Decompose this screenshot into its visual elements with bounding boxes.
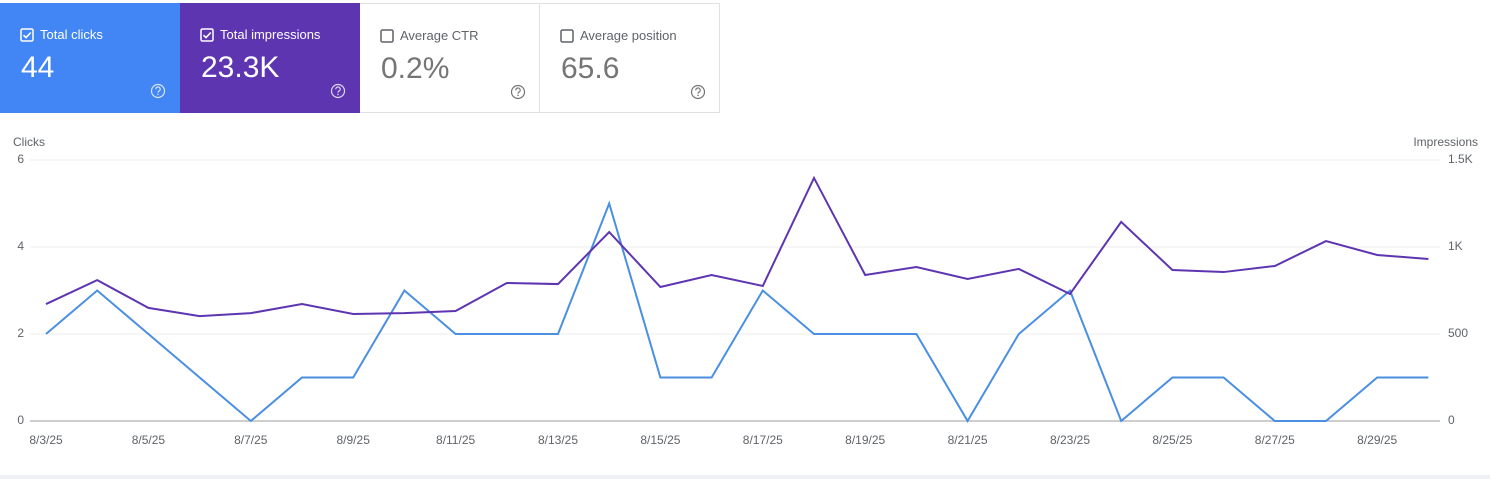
metric-label: Average CTR (400, 28, 479, 43)
y-tick-label: 0 (17, 413, 24, 427)
x-tick-label: 8/9/25 (337, 433, 371, 447)
help-circle (510, 84, 526, 100)
help-icon[interactable] (510, 84, 526, 100)
metric-label: Total impressions (220, 27, 321, 42)
metric-card[interactable]: Average position 65.6 (540, 3, 720, 113)
x-tick-label: 8/3/25 (29, 433, 63, 447)
y2-axis-title: Impressions (1413, 135, 1478, 149)
help-mark (335, 86, 341, 93)
help-icon[interactable] (330, 83, 346, 99)
x-tick-label: 8/7/25 (234, 433, 268, 447)
metric-card[interactable]: Total impressions 23.3K (180, 3, 360, 113)
series-line (45, 175, 1429, 318)
checkbox-frame (560, 29, 574, 43)
x-tick-label: 8/29/25 (1357, 433, 1397, 447)
y2-tick-label: 500 (1448, 326, 1468, 340)
metric-label: Average position (580, 28, 677, 43)
checkbox-frame (380, 29, 394, 43)
checkbox[interactable] (200, 28, 214, 42)
x-tick-label: 8/21/25 (948, 433, 988, 447)
x-tick-label: 8/23/25 (1050, 433, 1090, 447)
help-icon[interactable] (150, 83, 166, 99)
metric-cards: Total clicks 44 Total impressions 23.3K Aver… (0, 3, 720, 113)
y-axis-title: Clicks (13, 135, 45, 149)
metric-value: 0.2% (381, 52, 450, 85)
x-tick-label: 8/25/25 (1152, 433, 1192, 447)
x-tick-label: 8/19/25 (845, 433, 885, 447)
y2-tick-label: 1.5K (1448, 152, 1473, 166)
y-tick-label: 2 (17, 326, 24, 340)
metric-card[interactable]: Total clicks 44 (0, 3, 180, 113)
checkmark (202, 31, 212, 39)
checkbox[interactable] (560, 29, 574, 43)
checkbox[interactable] (380, 29, 394, 43)
help-dot (337, 93, 339, 96)
x-tick-label: 8/15/25 (640, 433, 680, 447)
metric-label: Total clicks (40, 27, 103, 42)
y2-tick-label: 1K (1448, 239, 1463, 253)
help-dot (517, 94, 519, 97)
x-tick-label: 8/27/25 (1255, 433, 1295, 447)
x-tick-label: 8/17/25 (743, 433, 783, 447)
help-circle (330, 83, 346, 99)
help-mark (695, 87, 701, 94)
help-dot (697, 94, 699, 97)
metric-value: 23.3K (201, 51, 280, 84)
help-mark (515, 87, 521, 94)
x-tick-label: 8/5/25 (132, 433, 166, 447)
x-tick-label: 8/11/25 (436, 433, 475, 447)
help-dot (157, 93, 159, 96)
series-line (45, 200, 1429, 423)
metric-value: 65.6 (561, 52, 620, 85)
y-tick-label: 6 (17, 152, 24, 166)
checkbox-frame (20, 28, 34, 42)
metric-card[interactable]: Average CTR 0.2% (360, 3, 540, 113)
help-icon[interactable] (690, 84, 706, 100)
help-circle (150, 83, 166, 99)
checkbox-frame (200, 28, 214, 42)
metric-value: 44 (21, 51, 55, 84)
help-mark (155, 86, 161, 93)
x-tick-label: 8/13/25 (538, 433, 578, 447)
y2-tick-label: 0 (1448, 413, 1455, 427)
checkmark (22, 31, 32, 39)
checkbox[interactable] (20, 28, 34, 42)
y-tick-label: 4 (17, 239, 24, 253)
help-circle (690, 84, 706, 100)
